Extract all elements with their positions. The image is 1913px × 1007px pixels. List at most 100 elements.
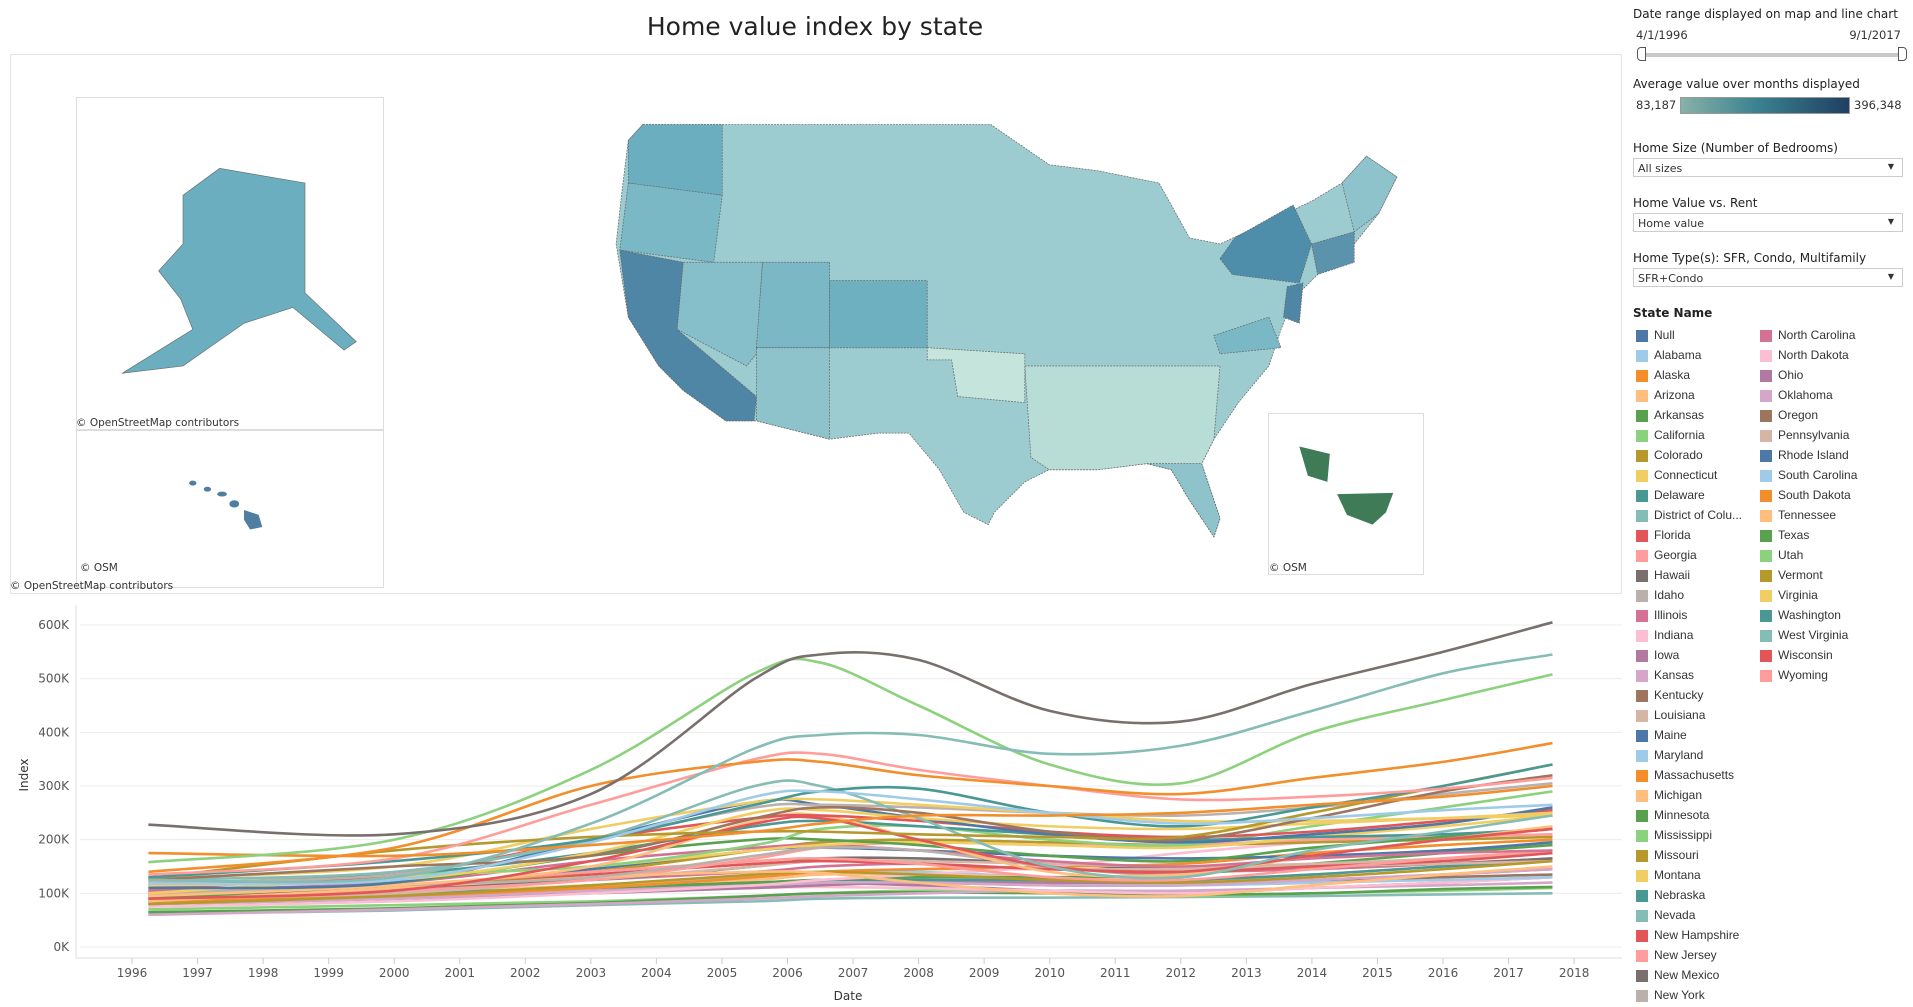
legend-label: Maryland [1654,748,1704,762]
slider-start-handle[interactable] [1637,47,1646,61]
legend-swatch [1760,470,1772,482]
color-scale-label: Average value over months displayed [1633,77,1860,91]
legend-swatch [1636,350,1648,362]
legend-label: New York [1654,988,1705,1002]
legend-label: Colorado [1654,448,1703,462]
home-type-dropdown[interactable]: SFR+Condo ▼ [1633,268,1903,287]
legend-label: Vermont [1778,568,1823,582]
series-line-pennsylvania[interactable] [148,851,1553,900]
y-tick-label: 500K [38,672,70,686]
legend-swatch [1636,970,1648,982]
legend-label: Delaware [1654,488,1705,502]
chevron-down-icon: ▼ [1887,217,1894,226]
home-size-dropdown[interactable]: All sizes ▼ [1633,158,1903,177]
legend-label: North Carolina [1778,328,1856,342]
color-scale-gradient [1680,97,1850,114]
map-credit-alaska[interactable]: © OpenStreetMap contributors [76,417,240,429]
x-tick-label: 2016 [1428,966,1459,980]
hawaii-inset[interactable] [76,430,384,588]
series-line-nebraska[interactable] [148,859,1553,903]
legend-label: Georgia [1654,548,1697,562]
legend-label: Utah [1778,548,1804,562]
map-credit-hawaii[interactable]: © OSM [80,562,118,574]
legend-swatch [1636,990,1648,1002]
legend-swatch [1636,810,1648,822]
legend-label: Alaska [1654,368,1691,382]
legend-swatch [1636,750,1648,762]
legend-swatch [1636,590,1648,602]
legend-swatch [1636,430,1648,442]
x-tick-label: 1996 [117,966,148,980]
legend-label: Montana [1654,868,1701,882]
overview-inset[interactable] [1268,413,1424,575]
legend-swatch [1636,390,1648,402]
legend-label: Pennsylvania [1778,428,1850,442]
series-line-district-of-colu-[interactable] [148,653,1553,884]
map-panel[interactable] [10,54,1622,594]
home-size-label: Home Size (Number of Bedrooms) [1633,141,1838,155]
legend-swatch [1636,610,1648,622]
y-tick-label: 100K [38,886,70,900]
legend-label: Alabama [1654,348,1702,362]
home-type-label: Home Type(s): SFR, Condo, Multifamily [1633,251,1867,265]
legend-swatch [1636,770,1648,782]
legend-swatch [1760,430,1772,442]
series-line-west-virginia[interactable] [148,892,1553,916]
value-vs-rent-value: Home value [1638,217,1705,230]
series-line-new-jersey[interactable] [148,751,1553,876]
series-line-hawaii[interactable] [148,621,1553,837]
legend-label: Texas [1778,528,1810,542]
x-tick-label: 2012 [1166,966,1197,980]
color-scale-max: 396,348 [1854,98,1902,112]
legend-label: Oregon [1778,408,1819,422]
legend-swatch [1760,370,1772,382]
legend-label: Arizona [1654,388,1695,402]
series-line-florida[interactable] [148,815,1553,900]
x-axis-title: Date [834,989,863,1003]
map-credit-main[interactable]: © OpenStreetMap contributors [10,580,174,592]
legend-label: Virginia [1778,588,1818,602]
x-tick-label: 2005 [707,966,738,980]
legend-label: Idaho [1654,588,1685,602]
date-range-slider[interactable] [1640,53,1902,57]
slider-end-handle[interactable] [1898,47,1907,61]
series-line-massachusetts[interactable] [148,741,1553,874]
legend-swatch [1636,850,1648,862]
line-chart[interactable]: 0K 100K 200K 300K 400K 500K 600K 1996 1997 1998 1… [0,596,1630,1007]
x-tick-label: 2009 [969,966,1000,980]
legend-label: Washington [1778,608,1841,622]
x-tick-label: 1998 [248,966,279,980]
x-tick-label: 2000 [379,966,410,980]
legend-label: West Virginia [1778,628,1849,642]
y-tick-label: 0K [53,940,70,954]
series-line-maryland[interactable] [148,789,1553,886]
y-tick-label: 200K [38,833,70,847]
legend-label: Iowa [1654,648,1680,662]
legend-label: Rhode Island [1778,448,1849,462]
legend-label: Illinois [1654,608,1688,622]
alaska-inset[interactable] [76,97,384,430]
x-tick-label: 2008 [903,966,934,980]
legend-swatch [1636,630,1648,642]
legend-label: Ohio [1778,368,1804,382]
legend-swatch [1760,670,1772,682]
legend-label: New Mexico [1654,968,1720,982]
legend-label: Louisiana [1654,708,1706,722]
value-vs-rent-dropdown[interactable]: Home value ▼ [1633,213,1903,232]
series-line-delaware[interactable] [148,819,1553,887]
home-type-value: SFR+Condo [1638,272,1704,285]
legend-label: Michigan [1654,788,1703,802]
legend-label: Kentucky [1654,688,1704,702]
series-line-missouri[interactable] [148,859,1553,906]
series-line-alaska[interactable] [148,784,1553,858]
legend-swatch [1760,530,1772,542]
map-credit-inset[interactable]: © OSM [1269,562,1307,574]
legend-swatch [1760,650,1772,662]
legend-label: South Carolina [1778,468,1858,482]
home-size-value: All sizes [1638,162,1683,175]
legend-label: Minnesota [1654,808,1710,822]
legend-swatch [1760,610,1772,622]
series-line-california[interactable] [148,657,1553,864]
legend-swatch [1636,550,1648,562]
legend-label: Tennessee [1778,508,1837,522]
